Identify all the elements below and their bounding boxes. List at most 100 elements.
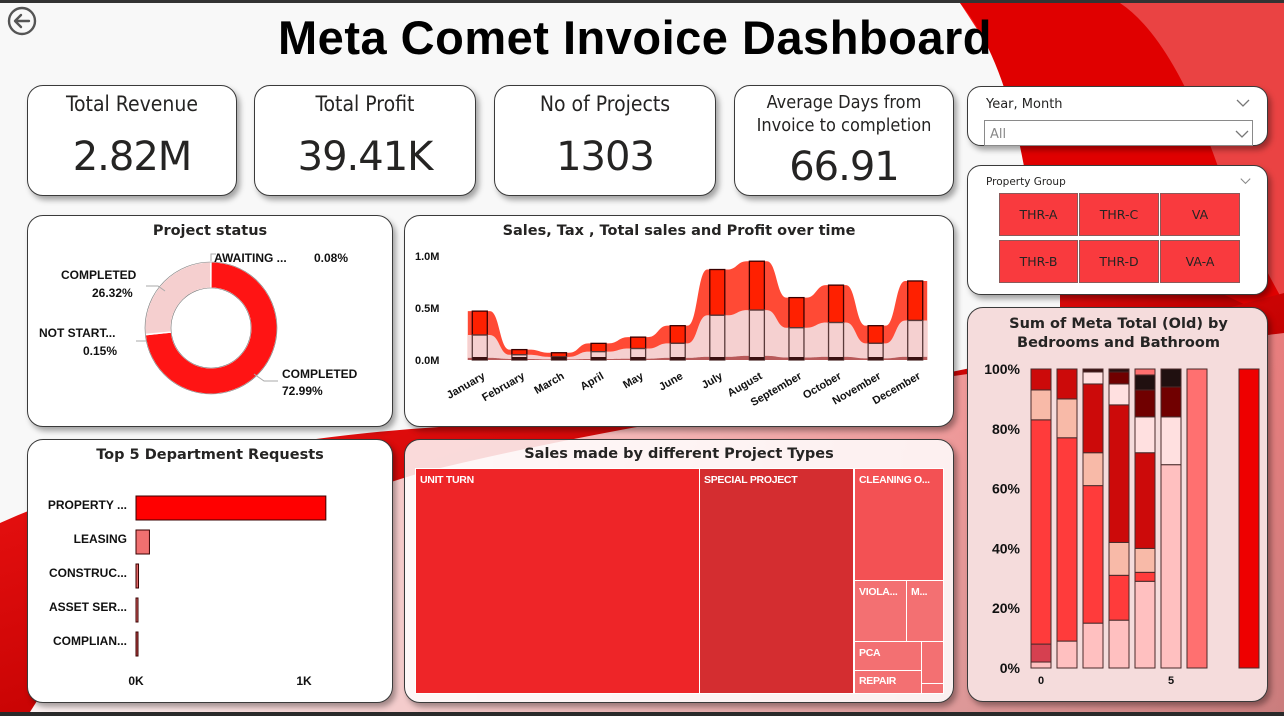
sales-bar[interactable]	[788, 327, 805, 361]
stack-segment[interactable]	[1108, 619, 1130, 669]
sales-bar[interactable]	[709, 314, 726, 361]
property-tile[interactable]: THR-A	[999, 193, 1078, 236]
stack-segment[interactable]	[1056, 398, 1078, 439]
treemap-violation[interactable]: VIOLA...	[854, 580, 907, 642]
total-sales-bar[interactable]	[629, 336, 647, 350]
profit-bar[interactable]	[551, 357, 567, 360]
treemap-repair[interactable]: REPAIR	[854, 670, 922, 694]
stack-segment[interactable]	[1030, 661, 1052, 669]
y-tick-label: 1.0M	[415, 251, 439, 263]
stack-segment[interactable]	[1134, 368, 1156, 376]
stack-segment[interactable]	[1030, 643, 1052, 663]
stack-segment[interactable]	[1082, 383, 1104, 454]
stack-segment[interactable]	[1108, 368, 1130, 373]
stack-segment[interactable]	[1160, 464, 1182, 669]
donut-slice[interactable]	[144, 261, 212, 335]
property-tile[interactable]: VA-A	[1160, 240, 1240, 283]
profit-bar[interactable]	[630, 357, 646, 360]
profit-bar[interactable]	[828, 357, 844, 360]
total-sales-bar[interactable]	[590, 342, 607, 353]
category-label: PROPERTY ...	[48, 498, 127, 512]
profit-bar[interactable]	[511, 357, 527, 360]
stack-segment[interactable]	[1056, 640, 1078, 669]
stack-segment[interactable]	[1082, 485, 1104, 624]
stack-segment[interactable]	[1082, 622, 1104, 669]
stack-segment[interactable]	[1160, 386, 1182, 418]
stack-segment[interactable]	[1160, 368, 1182, 388]
stack-segment[interactable]	[1134, 580, 1156, 669]
stack-segment[interactable]	[1134, 374, 1156, 391]
stack-segment[interactable]	[1134, 571, 1156, 582]
treemap-small-2[interactable]	[921, 683, 944, 694]
stack-segment[interactable]	[1108, 404, 1130, 543]
stack-segment[interactable]	[1134, 452, 1156, 549]
sales-bar[interactable]	[748, 309, 766, 361]
property-tile[interactable]: THR-B	[999, 240, 1078, 283]
stack-segment[interactable]	[1030, 368, 1052, 391]
leader-line	[210, 253, 216, 261]
department-bar[interactable]	[135, 631, 139, 657]
profit-bar[interactable]	[907, 357, 923, 360]
chevron-down-icon[interactable]	[1236, 98, 1250, 108]
donut-chart	[136, 253, 278, 395]
property-tile[interactable]: THR-C	[1079, 193, 1159, 236]
total-sales-bar[interactable]	[511, 348, 528, 356]
total-sales-bar[interactable]	[867, 325, 884, 345]
stack-segment[interactable]	[1030, 389, 1052, 421]
stack-segment[interactable]	[1030, 419, 1052, 645]
profit-bar[interactable]	[709, 357, 725, 360]
sales-bar[interactable]	[907, 319, 924, 361]
y-tick-label: 20%	[992, 600, 1021, 616]
total-sales-bar[interactable]	[471, 310, 488, 336]
department-bar[interactable]	[135, 563, 140, 589]
y-tick-label: 80%	[992, 421, 1021, 437]
stack-segment[interactable]	[1108, 574, 1130, 621]
stack-segment[interactable]	[1186, 368, 1208, 669]
stack-segment[interactable]	[1056, 368, 1078, 400]
total-sales-bar[interactable]	[748, 260, 766, 311]
y-tick-label: 40%	[992, 540, 1021, 556]
profit-bar[interactable]	[591, 357, 607, 360]
treemap-small-1[interactable]	[921, 641, 944, 684]
total-sales-bar[interactable]	[669, 325, 686, 345]
stack-segment[interactable]	[1134, 547, 1156, 573]
total-sales-bar[interactable]	[827, 284, 845, 324]
department-bar[interactable]	[135, 597, 139, 623]
property-tile[interactable]: VA	[1160, 193, 1240, 236]
stack-segment[interactable]	[1108, 371, 1130, 385]
stack-segment[interactable]	[1108, 541, 1130, 576]
back-button[interactable]	[7, 6, 37, 36]
stack-segment[interactable]	[1160, 416, 1182, 466]
treemap-pca[interactable]: PCA	[854, 641, 922, 671]
treemap-cleaning[interactable]: CLEANING O...	[854, 468, 944, 581]
sales-bar[interactable]	[827, 321, 845, 361]
profit-bar[interactable]	[788, 357, 804, 360]
profit-bar[interactable]	[868, 357, 884, 360]
stack-segment[interactable]	[1238, 368, 1260, 669]
profit-bar[interactable]	[472, 357, 488, 360]
treemap-special-project[interactable]: SPECIAL PROJECT	[699, 468, 854, 694]
department-bar[interactable]	[135, 529, 150, 555]
profit-bar[interactable]	[749, 357, 765, 360]
stack-segment[interactable]	[1082, 371, 1104, 385]
chevron-down-icon[interactable]	[1240, 177, 1251, 185]
stack-segment[interactable]	[1082, 452, 1104, 487]
stack-segment[interactable]	[1056, 437, 1078, 642]
sales-bar[interactable]	[471, 334, 488, 361]
year-month-dropdown[interactable]: All	[984, 120, 1253, 146]
stack-segment[interactable]	[1134, 389, 1156, 418]
treemap-m[interactable]: M...	[906, 580, 944, 642]
stack-segment[interactable]	[1108, 383, 1130, 406]
total-sales-bar[interactable]	[788, 296, 805, 329]
stack-segment[interactable]	[1134, 416, 1156, 454]
department-bar[interactable]	[135, 495, 327, 521]
dashboard-title: Meta Comet Invoice Dashboard	[278, 11, 992, 64]
total-sales-bar[interactable]	[709, 268, 726, 316]
property-tile[interactable]: THR-D	[1079, 240, 1159, 283]
chart-title: Top 5 Department Requests	[96, 447, 324, 463]
treemap-unit-turn[interactable]: UNIT TURN	[415, 468, 700, 694]
donut-slice[interactable]	[210, 261, 212, 289]
stack-segment[interactable]	[1082, 368, 1104, 373]
total-sales-bar[interactable]	[907, 280, 924, 322]
profit-bar[interactable]	[670, 357, 686, 360]
